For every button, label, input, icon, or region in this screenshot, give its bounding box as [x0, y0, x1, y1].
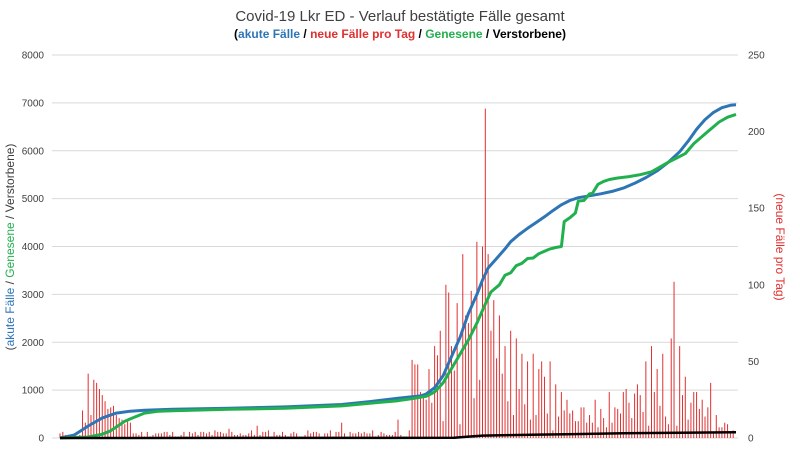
y-right-tick-label: 250	[748, 51, 765, 62]
y-right-tick-label: 100	[748, 280, 765, 291]
label-part: /	[3, 278, 17, 288]
label-part: /	[300, 27, 310, 41]
label-paren-open: (	[3, 346, 17, 350]
label-part: /	[3, 212, 17, 222]
label-paren-close: )	[3, 144, 17, 148]
y-left-tick-label: 3000	[22, 290, 45, 301]
series-line-verstorbene	[59, 431, 737, 440]
y-left-tick-label: 1000	[22, 386, 45, 397]
label-part: akute Fälle	[238, 27, 300, 41]
axes: 0 1000 2000 3000 4000 5000 6000 7000 8000 0 50 100 1…	[22, 51, 765, 445]
y-left-tick-label: 4000	[22, 242, 45, 253]
label-paren-close: )	[773, 297, 787, 301]
y-left-tick-label: 5000	[22, 194, 45, 205]
y-right-tick-label: 50	[748, 357, 760, 368]
y-left-tick-label: 2000	[22, 338, 45, 349]
label-part: /	[415, 27, 425, 41]
y-axis-label-right: (neue Fälle pro Tag)	[773, 193, 787, 300]
label-part: neue Fälle pro Tag	[310, 27, 415, 41]
label-part: Verstorbene	[3, 147, 17, 212]
y-right-tick-label: 0	[748, 434, 754, 445]
label-part: Verstorbene	[493, 27, 563, 41]
y-left-tick-label: 8000	[22, 51, 45, 62]
label-part: Genesene	[3, 222, 17, 278]
y-right-tick-label: 150	[748, 204, 765, 215]
chart-subtitle: (akute Fälle / neue Fälle pro Tag / Gene…	[234, 27, 566, 41]
series-line-akute	[59, 103, 737, 440]
y-left-tick-label: 6000	[22, 146, 45, 157]
series-lines	[59, 103, 737, 440]
label-part: /	[483, 27, 493, 41]
series-line-genesene	[59, 112, 737, 440]
new-cases-bars	[59, 108, 734, 438]
y-right-tick-label: 200	[748, 127, 765, 138]
chart-title: Covid-19 Lkr ED - Verlauf bestätigte Fäl…	[235, 8, 565, 25]
label-paren-open: (	[234, 27, 238, 41]
label-paren-close: )	[562, 27, 566, 41]
label-part: Genesene	[425, 27, 483, 41]
y-left-tick-label: 7000	[22, 98, 45, 109]
label-part: neue Fälle pro Tag	[773, 197, 787, 296]
label-paren-open: (	[773, 193, 787, 197]
label-part: akute Fälle	[3, 287, 17, 346]
y-axis-label-left: (akute Fälle / Genesene / Verstorbene)	[3, 144, 17, 351]
y-left-tick-label: 0	[38, 434, 44, 445]
gridlines	[52, 54, 738, 439]
